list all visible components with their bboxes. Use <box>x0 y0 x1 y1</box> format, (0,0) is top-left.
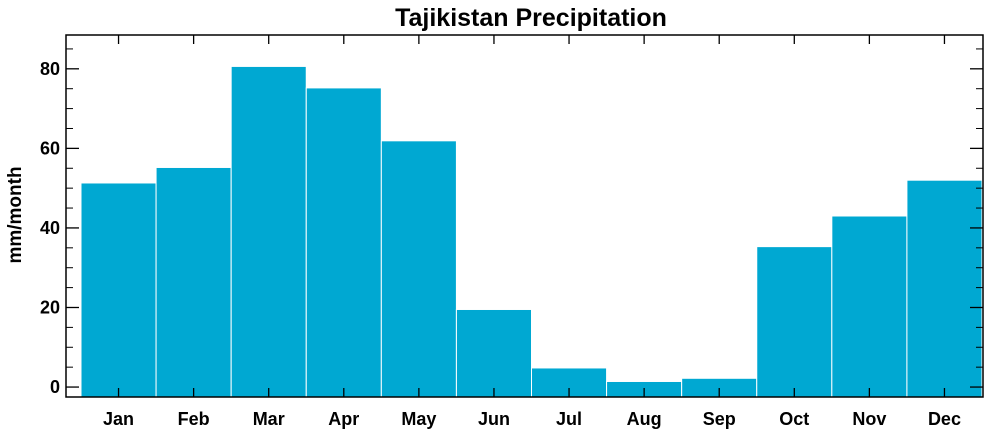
x-tick-label-nov: Nov <box>852 409 886 429</box>
bars-layer <box>80 65 983 398</box>
x-tick-label-jun: Jun <box>478 409 510 429</box>
bar-may <box>380 140 457 398</box>
y-axis-label: mm/month <box>5 166 26 263</box>
plot-frame <box>65 34 984 398</box>
x-tick-label-jan: Jan <box>103 409 134 429</box>
y-tick-label: 80 <box>40 59 60 79</box>
x-tick-label-oct: Oct <box>779 409 809 429</box>
x-tick-label-jul: Jul <box>556 409 582 429</box>
ticks-layer <box>66 35 983 397</box>
x-tick-label-may: May <box>401 409 436 429</box>
bar-dec <box>906 179 983 398</box>
bar-feb <box>155 166 232 398</box>
bar-mar <box>230 65 307 398</box>
y-tick-label: 20 <box>40 297 60 317</box>
bar-jun <box>455 308 533 398</box>
chart-title: Tajikistan Precipitation <box>395 4 667 32</box>
x-tick-label-mar: Mar <box>253 409 285 429</box>
bar-jan <box>80 182 157 398</box>
x-tick-label-dec: Dec <box>928 409 961 429</box>
y-tick-label: 60 <box>40 138 60 158</box>
x-tick-label-feb: Feb <box>178 409 210 429</box>
x-tick-label-aug: Aug <box>627 409 662 429</box>
x-tick-label-sep: Sep <box>703 409 736 429</box>
y-tick-label: 0 <box>50 377 60 397</box>
bar-nov <box>831 215 908 398</box>
x-tick-label-apr: Apr <box>328 409 359 429</box>
tick-labels-layer: 0 20 40 60 80 Jan Feb Mar Apr May Jun Jul Aug Sep Oct N… <box>40 59 961 429</box>
bar-oct <box>756 246 833 398</box>
bar-apr <box>305 87 382 398</box>
y-tick-label: 40 <box>40 218 60 238</box>
